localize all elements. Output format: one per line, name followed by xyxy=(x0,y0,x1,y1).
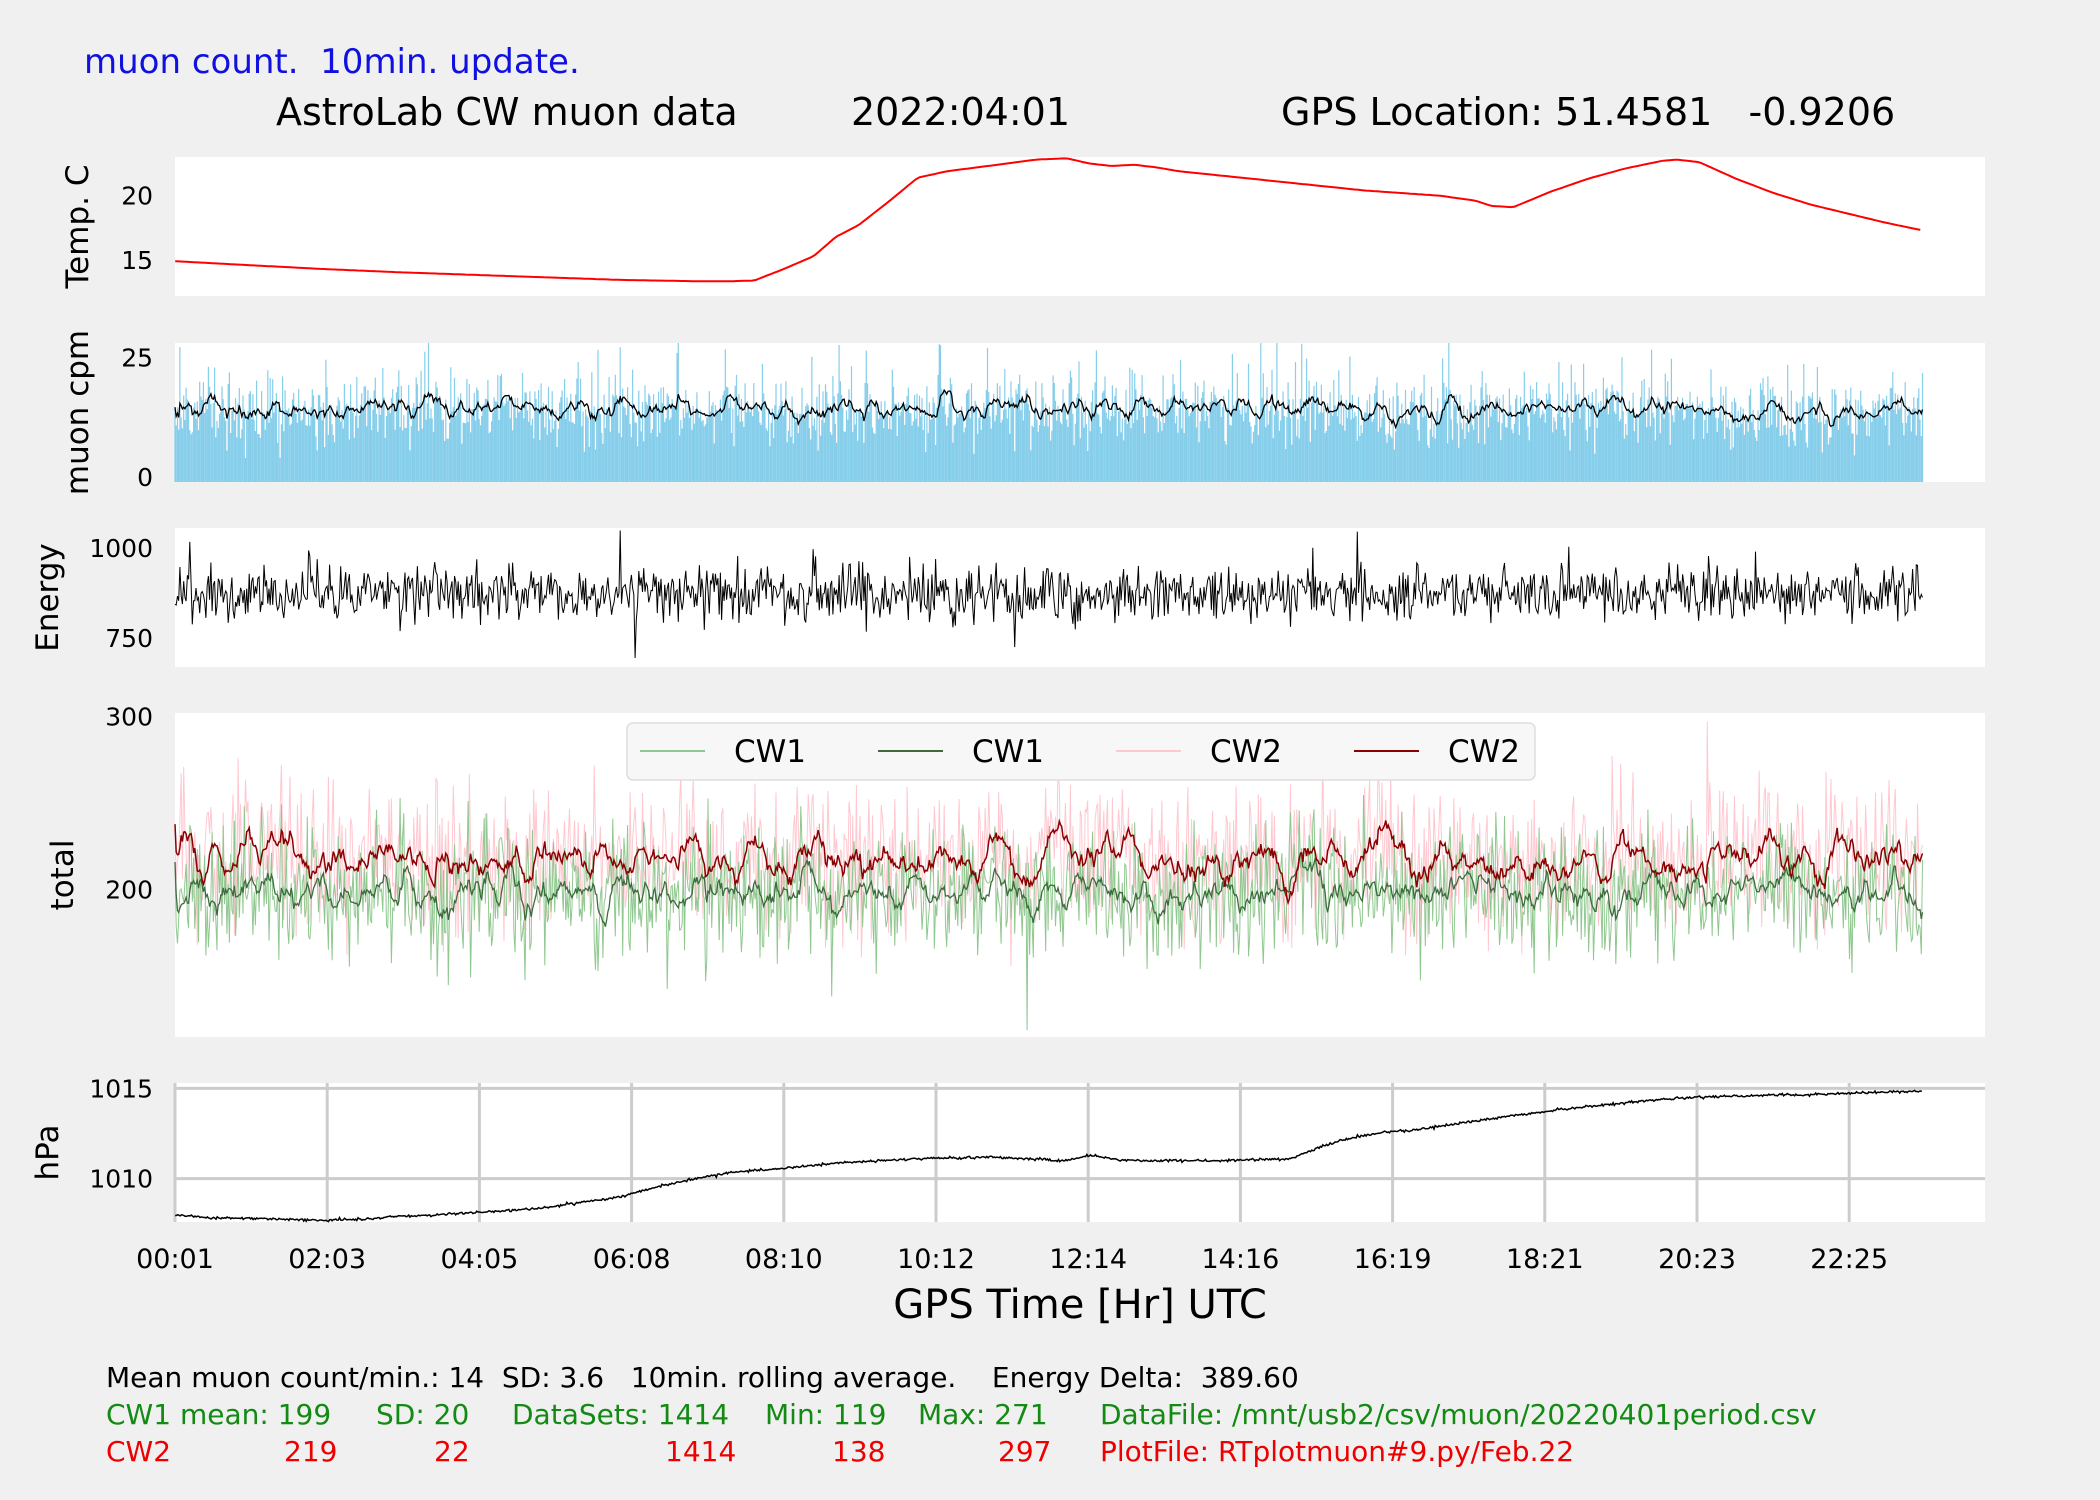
panel-pressure xyxy=(175,1083,1985,1222)
x-tick-label: 20:23 xyxy=(1658,1244,1736,1275)
chart-title-date: 2022:04:01 xyxy=(851,90,1071,134)
y-tick-label: 25 xyxy=(121,343,153,372)
energy-line xyxy=(174,530,1923,659)
cw1-average-line xyxy=(174,853,1924,927)
footer-summary: Mean muon count/min.: 14 SD: 3.6 10min. … xyxy=(106,1361,1299,1394)
footer-cw1-sd: SD: 20 xyxy=(376,1398,470,1431)
x-axis-label: GPS Time [Hr] UTC xyxy=(893,1282,1267,1328)
y-axis-label: total xyxy=(45,840,81,911)
x-tick-label: 12:14 xyxy=(1049,1244,1127,1275)
chart-title-gps: GPS Location: 51.4581 -0.9206 xyxy=(1281,90,1896,134)
y-tick-label: 1010 xyxy=(89,1165,153,1194)
footer-cw2-label: CW2 xyxy=(106,1435,172,1468)
footer-cw2-mean: 219 xyxy=(284,1435,338,1468)
y-tick-label: 0 xyxy=(137,463,153,492)
x-tick-label: 02:03 xyxy=(288,1244,366,1275)
footer-cw1-datasets: DataSets: 1414 xyxy=(512,1398,730,1431)
footer-cw2-max: 297 xyxy=(998,1435,1052,1468)
footer-plotfile: PlotFile: RTplotmuon#9.py/Feb.22 xyxy=(1100,1435,1575,1468)
x-tick-label: 10:12 xyxy=(897,1244,975,1275)
update-note: muon count. 10min. update. xyxy=(84,42,580,82)
y-tick-label: 1000 xyxy=(89,534,153,563)
y-tick-label: 1015 xyxy=(89,1074,153,1103)
y-axis-label: hPa xyxy=(30,1125,66,1181)
x-tick-label: 08:10 xyxy=(745,1244,823,1275)
y-tick-label: 750 xyxy=(105,624,153,653)
footer-cw1-mean: CW1 mean: 199 xyxy=(106,1398,332,1431)
muon-cpm-bars xyxy=(174,343,1924,482)
x-tick-label: 06:08 xyxy=(593,1244,671,1275)
y-tick-label: 300 xyxy=(105,702,153,731)
x-tick-label: 16:19 xyxy=(1354,1244,1432,1275)
series-layer xyxy=(174,157,1924,1223)
chart-title-source: AstroLab CW muon data xyxy=(276,90,738,134)
footer-cw2-min: 138 xyxy=(832,1435,886,1468)
y-tick-label: 200 xyxy=(105,876,153,905)
legend-label: CW2 xyxy=(1210,734,1282,770)
panel-temperature xyxy=(175,157,1985,296)
panel-energy xyxy=(175,528,1985,667)
footer-datafile: DataFile: /mnt/usb2/csv/muon/20220401per… xyxy=(1100,1398,1817,1431)
y-axis-label: muon cpm xyxy=(60,330,96,495)
legend: CW1 CW1 CW2 CW2 xyxy=(626,722,1536,781)
temperature-line xyxy=(175,157,1921,283)
x-tick-label: 18:21 xyxy=(1506,1244,1584,1275)
x-tick-label: 00:01 xyxy=(136,1244,214,1275)
grid-layer xyxy=(173,157,1985,1222)
cw1-raw-line xyxy=(174,795,1923,1031)
legend-label: CW2 xyxy=(1448,734,1520,770)
y-tick-label: 15 xyxy=(121,246,153,275)
muon-cpm-average-line xyxy=(174,388,1924,430)
x-tick-label: 04:05 xyxy=(440,1244,518,1275)
pressure-line xyxy=(175,1089,1923,1223)
cw2-average-line xyxy=(174,818,1924,906)
footer-cw2-sd: 22 xyxy=(434,1435,470,1468)
x-tick-label: 14:16 xyxy=(1201,1244,1279,1275)
y-tick-label: 20 xyxy=(121,182,153,211)
footer-cw2-datasets: 1414 xyxy=(665,1435,737,1468)
axis-layer: 00:01 02:03 04:05 06:08 08:10 10:12 12:14 14:16… xyxy=(30,165,1888,1328)
legend-label: CW1 xyxy=(734,734,806,770)
y-axis-label: Energy xyxy=(30,543,66,652)
footer-cw1-max: Max: 271 xyxy=(918,1398,1048,1431)
legend-box xyxy=(626,722,1536,781)
footer-cw1-min: Min: 119 xyxy=(765,1398,887,1431)
y-axis-label: Temp. C xyxy=(60,165,96,290)
x-tick-label: 22:25 xyxy=(1810,1244,1888,1275)
legend-label: CW1 xyxy=(972,734,1044,770)
